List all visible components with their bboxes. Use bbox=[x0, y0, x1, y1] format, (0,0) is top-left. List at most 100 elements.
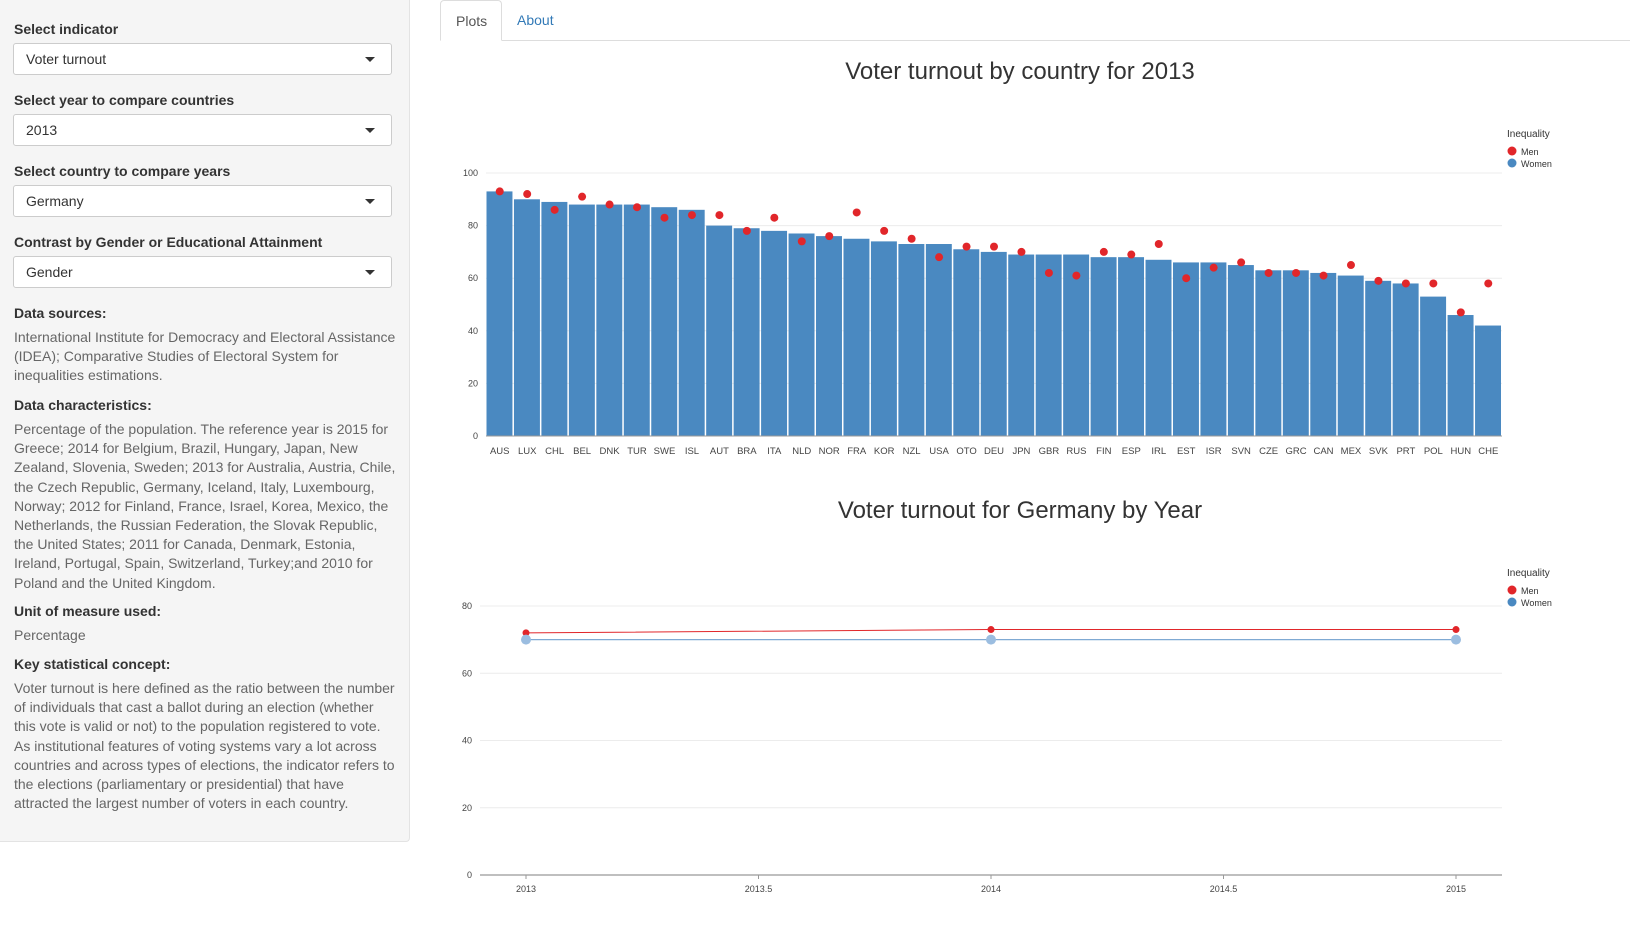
bar bbox=[1475, 325, 1501, 436]
x-tick-label: DEU bbox=[984, 446, 1004, 457]
men-point bbox=[1319, 271, 1328, 280]
x-tick-label: AUS bbox=[490, 446, 510, 457]
men-point bbox=[962, 242, 971, 251]
x-tick-label: LUX bbox=[518, 446, 537, 457]
concept-heading: Key statistical concept: bbox=[14, 656, 171, 672]
x-tick-label: 2014 bbox=[981, 884, 1001, 894]
men-point bbox=[1456, 308, 1465, 317]
men-point bbox=[990, 242, 998, 251]
bar bbox=[1282, 270, 1309, 436]
y-tick-label: 80 bbox=[462, 601, 472, 611]
bar bbox=[1200, 262, 1227, 436]
men-point bbox=[880, 226, 889, 235]
x-tick-label: SVN bbox=[1231, 446, 1251, 457]
country-select[interactable]: Germany bbox=[13, 185, 392, 217]
bar bbox=[541, 201, 568, 436]
x-tick-label: GBR bbox=[1039, 446, 1060, 457]
line-chart: 0 20 40 60 80 2013 2013.5 2014 2014.5 2015 Inequal… bbox=[462, 568, 1552, 894]
bar bbox=[1090, 257, 1117, 436]
tab-plots[interactable]: Plots bbox=[440, 0, 502, 41]
x-tick-label: CAN bbox=[1313, 446, 1333, 457]
men-point bbox=[1484, 279, 1493, 288]
bar bbox=[1420, 296, 1447, 436]
x-tick-label: NZL bbox=[903, 446, 921, 457]
men-point bbox=[742, 226, 751, 235]
men-point bbox=[523, 190, 532, 199]
men-point bbox=[550, 205, 559, 214]
bar bbox=[1447, 315, 1474, 436]
y-tick-label: 60 bbox=[468, 273, 478, 283]
contrast-select-value: Gender bbox=[26, 264, 73, 280]
line-chart-title: Voter turnout for Germany by Year bbox=[837, 497, 1203, 524]
x-tick-label: FIN bbox=[1096, 446, 1111, 457]
contrast-label: Contrast by Gender or Educational Attain… bbox=[14, 234, 323, 250]
x-tick-label: BRA bbox=[737, 446, 757, 457]
men-point bbox=[1044, 268, 1053, 277]
men-point bbox=[715, 211, 724, 220]
caret-down-icon bbox=[365, 199, 375, 204]
men-point bbox=[687, 211, 696, 220]
indicator-select[interactable]: Voter turnout bbox=[13, 43, 392, 75]
bar bbox=[706, 225, 733, 436]
contrast-select[interactable]: Gender bbox=[13, 256, 392, 288]
series-point bbox=[1452, 626, 1460, 634]
bar bbox=[953, 249, 980, 436]
men-point bbox=[1374, 276, 1383, 285]
country-select-value: Germany bbox=[26, 193, 84, 209]
y-tick-label: 40 bbox=[462, 736, 472, 746]
bar bbox=[1227, 265, 1254, 436]
men-point bbox=[1099, 247, 1108, 256]
bar bbox=[733, 228, 760, 436]
series-point bbox=[521, 634, 531, 645]
bar bbox=[1118, 257, 1145, 436]
x-tick-label: ISL bbox=[685, 446, 699, 457]
y-tick-label: 20 bbox=[468, 378, 478, 388]
x-tick-label: 2015 bbox=[1446, 884, 1466, 894]
bar bbox=[925, 244, 952, 436]
characteristics-text: Percentage of the population. The refere… bbox=[14, 421, 396, 591]
bar bbox=[898, 244, 925, 436]
men-point bbox=[633, 203, 642, 212]
tab-bar: Plots About bbox=[440, 0, 1630, 41]
x-tick-label: DNK bbox=[600, 446, 621, 457]
bar bbox=[486, 191, 513, 436]
bar bbox=[1172, 262, 1199, 436]
men-point bbox=[605, 200, 614, 209]
legend-title: Inequality bbox=[1507, 129, 1550, 140]
bar bbox=[1365, 280, 1392, 436]
bar bbox=[1035, 254, 1062, 436]
x-tick-label: GRC bbox=[1285, 446, 1306, 457]
concept-text: Voter turnout is here defined as the rat… bbox=[14, 680, 395, 812]
men-point bbox=[1017, 247, 1026, 256]
indicator-label: Select indicator bbox=[14, 21, 119, 37]
x-tick-label: POL bbox=[1424, 446, 1443, 457]
sources-text: International Institute for Democracy an… bbox=[14, 329, 396, 384]
bar bbox=[1145, 259, 1172, 436]
x-tick-label: 2013 bbox=[516, 884, 536, 894]
legend-label: Women bbox=[1521, 598, 1552, 608]
men-point bbox=[1154, 240, 1163, 249]
series-point bbox=[522, 629, 530, 637]
bar-chart: 0 20 40 60 80 100 AUS LUX CHL BEL DNK TUR SWE ISL AUT B… bbox=[463, 129, 1552, 457]
bar bbox=[513, 199, 540, 436]
x-tick-label: AUT bbox=[710, 446, 729, 457]
legend-title: Inequality bbox=[1507, 568, 1550, 579]
legend-label: Women bbox=[1521, 159, 1552, 169]
tab-about[interactable]: About bbox=[517, 12, 554, 28]
year-select[interactable]: 2013 bbox=[13, 114, 392, 146]
men-point bbox=[1292, 268, 1301, 277]
y-tick-label: 40 bbox=[468, 326, 478, 336]
x-tick-label: BEL bbox=[573, 446, 591, 457]
men-point bbox=[1264, 268, 1273, 277]
men-point bbox=[1401, 279, 1410, 288]
men-point bbox=[1072, 271, 1081, 280]
men-point bbox=[660, 213, 669, 222]
men-point bbox=[907, 234, 916, 243]
y-tick-label: 0 bbox=[467, 870, 472, 880]
men-point bbox=[852, 208, 861, 217]
x-tick-label: 2013.5 bbox=[745, 884, 773, 894]
x-tick-label: RUS bbox=[1066, 446, 1086, 457]
y-tick-label: 0 bbox=[473, 431, 478, 441]
x-tick-label: HUN bbox=[1451, 446, 1472, 457]
bar bbox=[1255, 270, 1282, 436]
